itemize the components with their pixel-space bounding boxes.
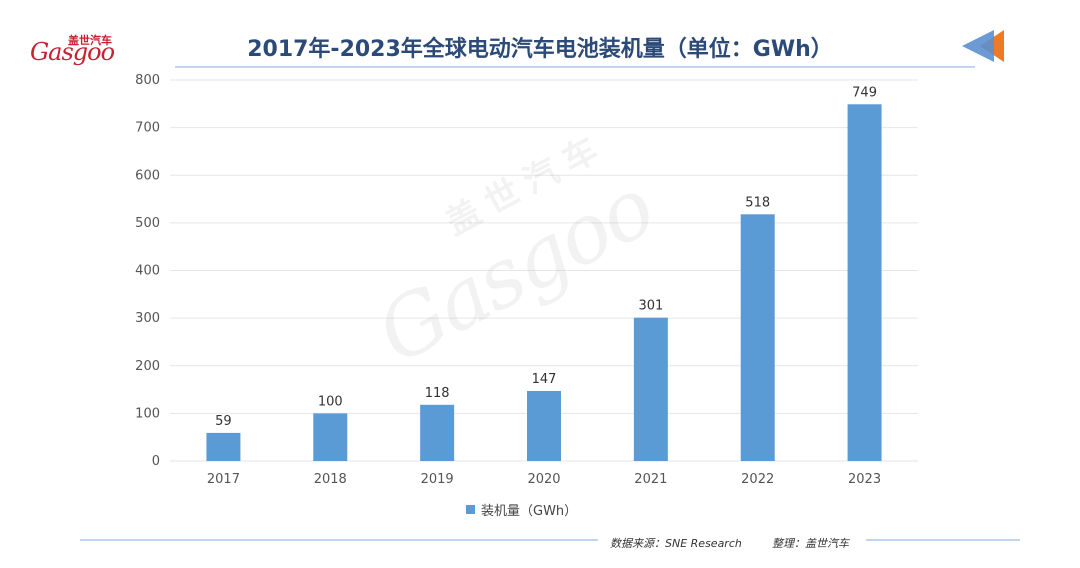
x-tick-label-2023: 2023	[848, 472, 881, 487]
footer-source: 数据来源：SNE Research	[610, 537, 742, 550]
bar-2021	[633, 317, 668, 461]
data-label-2022: 518	[745, 195, 770, 210]
arrow-icon	[962, 30, 1004, 62]
data-label-2020: 147	[532, 372, 557, 387]
legend-label: 装机量（GWh）	[481, 504, 578, 519]
x-tick-label-2022: 2022	[741, 472, 774, 487]
footer-org: 整理：盖世汽车	[772, 537, 849, 550]
y-tick-label: 600	[135, 168, 160, 183]
arrow-blue-shape	[962, 30, 994, 62]
x-tick-label-2017: 2017	[207, 472, 240, 487]
y-tick-label: 100	[135, 406, 160, 421]
logo-cn: 盖世汽车	[68, 34, 112, 47]
bar-2019	[420, 404, 455, 461]
data-label-2018: 100	[318, 394, 343, 409]
bar-2022	[740, 214, 775, 461]
bar-2020	[527, 390, 561, 461]
y-tick-label: 800	[135, 73, 160, 88]
data-label-2017: 59	[215, 414, 232, 429]
y-tick-label: 500	[135, 216, 160, 231]
x-tick-label-2021: 2021	[634, 472, 667, 487]
x-tick-label-2018: 2018	[314, 472, 347, 487]
y-tick-label: 0	[152, 454, 160, 469]
y-tick-label: 300	[135, 311, 160, 326]
bar-2017	[206, 432, 241, 461]
data-label-2023: 749	[852, 85, 877, 100]
logo-en: Gasgoo	[30, 38, 115, 66]
y-tick-label: 400	[135, 264, 160, 279]
chart-title: 2017年-2023年全球电动汽车电池装机量（单位：GWh）	[247, 37, 833, 62]
x-tick-label-2019: 2019	[421, 472, 454, 487]
data-label-2019: 118	[425, 386, 450, 401]
y-tick-label: 700	[135, 121, 160, 136]
y-tick-label: 200	[135, 359, 160, 374]
bar-2023	[847, 104, 882, 461]
legend-swatch	[466, 505, 475, 514]
legend: 装机量（GWh）	[466, 500, 577, 519]
data-label-2021: 301	[638, 299, 663, 314]
bar-2018	[313, 413, 348, 461]
x-tick-label-2020: 2020	[527, 472, 560, 487]
